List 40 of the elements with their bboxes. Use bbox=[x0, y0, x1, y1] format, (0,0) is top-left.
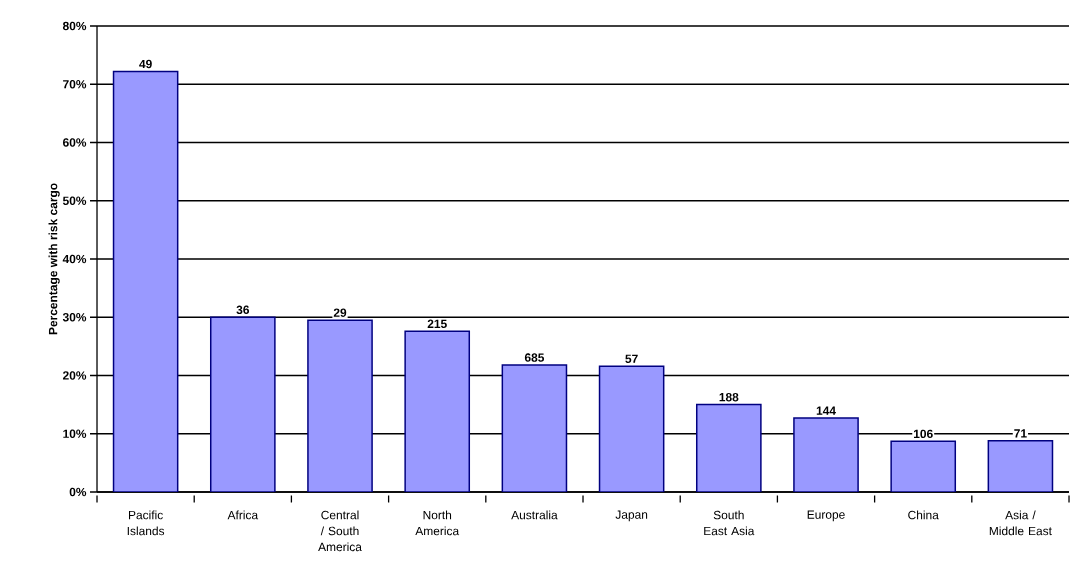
annotation: 215 bbox=[427, 319, 447, 329]
x-tick-label: South East Asia bbox=[704, 510, 755, 536]
bar bbox=[501, 364, 568, 492]
annotation: 36 bbox=[236, 305, 250, 315]
y-tick-label: 30% bbox=[62, 313, 87, 322]
x-tick-label: China bbox=[908, 510, 939, 520]
annotation: 188 bbox=[719, 392, 739, 402]
x-tick-label: North America bbox=[415, 510, 460, 536]
bar bbox=[598, 365, 665, 492]
annotation: 49 bbox=[139, 59, 152, 69]
annotation: 106 bbox=[913, 429, 933, 439]
y-tick-label: 0% bbox=[69, 487, 87, 497]
x-tick-label: Asia / Middle East bbox=[989, 510, 1052, 536]
bar bbox=[695, 403, 762, 492]
annotation: 685 bbox=[524, 353, 545, 362]
y-axis-title: Percentage with risk cargo bbox=[48, 183, 60, 335]
bar bbox=[209, 316, 276, 492]
bar bbox=[987, 439, 1054, 492]
y-tick-label: 60% bbox=[63, 138, 87, 147]
x-tick-label: Central / South America bbox=[318, 510, 362, 552]
y-tick-label: 10% bbox=[63, 429, 87, 438]
x-tick-label: Japan bbox=[615, 510, 648, 522]
y-tick-label: 20% bbox=[62, 371, 87, 380]
x-tick-label: Europe bbox=[807, 510, 845, 522]
bar bbox=[307, 319, 373, 492]
annotation: 144 bbox=[816, 406, 836, 415]
x-tick-label: Pacific Islands bbox=[127, 510, 165, 536]
y-tick-label: 80% bbox=[62, 21, 87, 31]
annotation: 57 bbox=[625, 354, 638, 363]
y-tick-label: 50% bbox=[62, 196, 87, 205]
bar bbox=[793, 417, 859, 492]
x-tick-label: Australia bbox=[511, 510, 558, 520]
bar bbox=[404, 330, 471, 492]
annotation: 29 bbox=[333, 308, 347, 317]
bar bbox=[113, 71, 178, 492]
y-tick-label: 40% bbox=[62, 254, 87, 264]
bar bbox=[890, 440, 957, 492]
annotation: 71 bbox=[1014, 429, 1027, 438]
x-tick-label: Africa bbox=[227, 510, 259, 520]
y-tick-label: 70% bbox=[63, 80, 87, 89]
